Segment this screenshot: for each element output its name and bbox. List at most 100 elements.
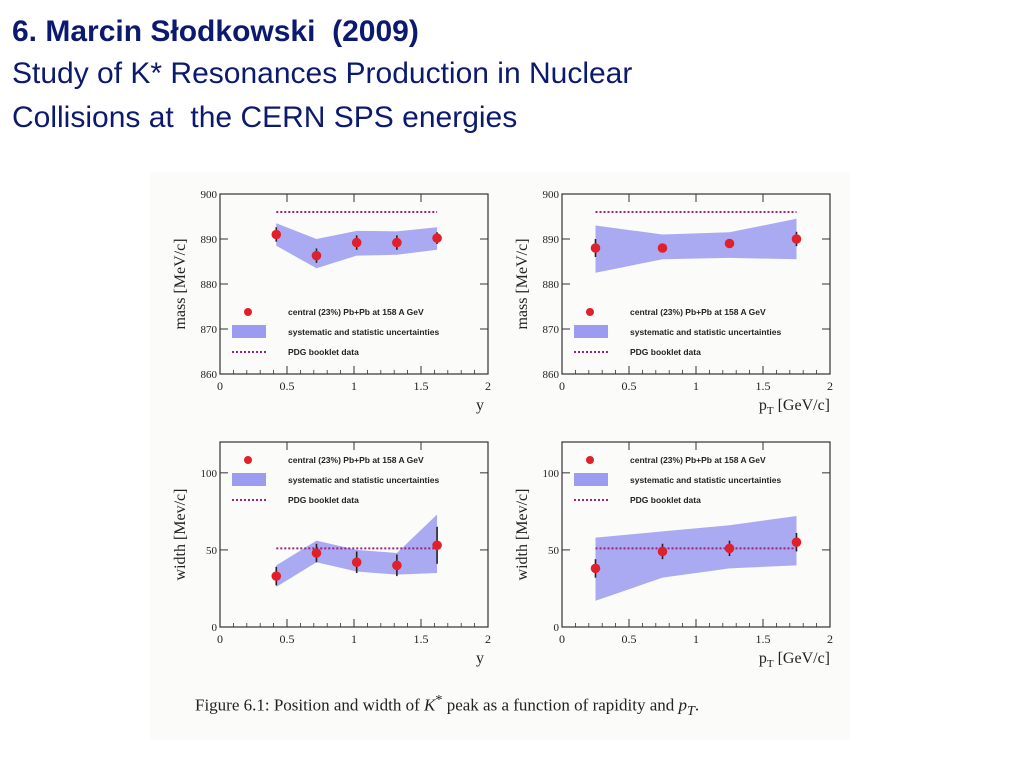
chart-svg: 0 0.5 1 1.5 2 860 870 880 890 900 y mass [MeV/c] cen… — [172, 189, 491, 414]
x-tick-label: 0 — [559, 632, 565, 646]
chart-mass-vs-rapidity: 0 0.5 1 1.5 2 860 870 880 890 900 y mass [MeV/c] cen… — [165, 182, 505, 417]
y-tick-label: 0 — [554, 622, 560, 634]
data-point — [271, 229, 282, 240]
plot-frame — [219, 441, 489, 628]
x-tick-label: 1.5 — [756, 379, 771, 393]
x-tick-label: 1 — [693, 632, 699, 646]
legend-marker-point — [586, 308, 594, 316]
uncertainty-band — [276, 514, 438, 587]
data-point — [432, 540, 442, 551]
x-tick-label: 0.5 — [622, 379, 637, 393]
legend-marker-band — [574, 473, 608, 486]
chart-width-vs-pt: 0 0.5 1 1.5 2 0 50 100 pT [GeV/c] width [Mev/c] ce… — [507, 430, 847, 670]
legend-label: systematic and statistic uncertainties — [288, 327, 439, 337]
x-tick-label: 2 — [827, 379, 833, 393]
x-tick-label: 1 — [351, 632, 357, 646]
y-tick-label: 880 — [201, 279, 218, 291]
legend-label: systematic and statistic uncertainties — [288, 475, 439, 485]
slide-title: 6. Marcin Słodkowski (2009) Study of K* … — [12, 12, 1012, 140]
legend-marker-band — [574, 325, 608, 338]
legend-label: central (23%) Pb+Pb at 158 A GeV — [630, 455, 766, 465]
y-tick-label: 50 — [206, 545, 218, 557]
legend-marker-point — [244, 308, 252, 316]
legend-marker-point — [586, 456, 594, 464]
y-tick-label: 900 — [201, 189, 218, 201]
data-point — [657, 546, 668, 557]
data-point — [432, 233, 442, 243]
y-tick-label: 0 — [212, 622, 218, 634]
x-tick-label: 1.5 — [414, 632, 429, 646]
y-tick-label: 900 — [543, 189, 560, 201]
data-point — [657, 243, 668, 253]
y-axis-label: mass [MeV/c] — [514, 238, 531, 329]
y-tick-label: 50 — [548, 545, 560, 557]
caption-mid: peak as a function of rapidity and — [442, 695, 679, 715]
y-tick-label: 100 — [543, 468, 560, 480]
x-tick-label: 2 — [827, 632, 833, 646]
chart-svg: 0 0.5 1 1.5 2 0 50 100 y width [Mev/c] central (23… — [172, 441, 491, 667]
data-point — [791, 234, 802, 244]
x-axis-label: pT [GeV/c] — [759, 650, 830, 670]
x-tick-label: 1.5 — [756, 632, 771, 646]
x-tick-label: 2 — [485, 632, 491, 646]
data-point — [351, 557, 362, 568]
data-point — [271, 571, 282, 581]
chart-width-vs-rapidity: 0 0.5 1 1.5 2 0 50 100 y width [Mev/c] central (23… — [165, 430, 505, 670]
legend-label: PDG booklet data — [288, 347, 359, 357]
x-tick-label: 2 — [485, 379, 491, 393]
legend-label: PDG booklet data — [630, 347, 701, 357]
y-tick-label: 890 — [201, 234, 218, 246]
x-tick-label: 0.5 — [280, 632, 295, 646]
legend-label: PDG booklet data — [288, 495, 359, 505]
x-tick-label: 0 — [217, 632, 223, 646]
chart-mass-vs-pt: 0 0.5 1 1.5 2 860 870 880 890 900 pT [GeV/c] mass [… — [507, 182, 847, 417]
slide-subtitle-line-2: Collisions at the CERN SPS energies — [12, 101, 518, 134]
x-tick-label: 0.5 — [280, 379, 295, 393]
legend-marker-band — [232, 325, 266, 338]
data-point — [392, 237, 402, 248]
figure-area — [150, 172, 850, 740]
x-tick-label: 1 — [693, 379, 699, 393]
y-axis-label: mass [MeV/c] — [172, 238, 189, 329]
legend-label: central (23%) Pb+Pb at 158 A GeV — [630, 307, 766, 317]
legend-label: systematic and statistic uncertainties — [630, 475, 781, 485]
y-tick-label: 880 — [543, 279, 560, 291]
data-point — [351, 237, 362, 248]
chart-svg: 0 0.5 1 1.5 2 860 870 880 890 900 pT [GeV/c] mass [… — [514, 189, 833, 417]
legend-label: central (23%) Pb+Pb at 158 A GeV — [288, 455, 424, 465]
data-point — [392, 560, 402, 571]
legend-label: systematic and statistic uncertainties — [630, 327, 781, 337]
uncertainty-band — [595, 218, 797, 273]
y-tick-label: 890 — [543, 234, 560, 246]
caption-k: K — [424, 695, 436, 715]
data-point — [791, 537, 802, 548]
x-tick-label: 0.5 — [622, 632, 637, 646]
legend-label: PDG booklet data — [630, 495, 701, 505]
slide-heading: 6. Marcin Słodkowski (2009) — [12, 15, 419, 48]
data-point — [724, 238, 735, 249]
data-point — [724, 543, 735, 554]
x-axis-label: pT [GeV/c] — [759, 397, 830, 417]
caption-prefix: Figure 6.1: Position and width of — [195, 695, 425, 715]
caption-end: . — [694, 695, 700, 715]
x-tick-label: 1.5 — [414, 379, 429, 393]
y-tick-label: 860 — [543, 369, 560, 381]
x-axis-label: y — [476, 650, 484, 667]
legend-marker-point — [244, 456, 252, 464]
x-tick-label: 0 — [217, 379, 223, 393]
y-axis-label: width [Mev/c] — [172, 489, 189, 581]
legend-marker-band — [232, 473, 266, 486]
data-point — [311, 250, 322, 261]
uncertainty-band — [595, 516, 797, 601]
data-point — [590, 243, 601, 253]
y-tick-label: 870 — [543, 324, 560, 336]
caption-star: * — [435, 692, 443, 708]
y-tick-label: 100 — [201, 468, 218, 480]
slide-subtitle-line-1: Study of K* Resonances Production in Nuc… — [12, 57, 633, 90]
x-tick-label: 0 — [559, 379, 565, 393]
data-point — [311, 548, 322, 558]
caption-p: p — [678, 695, 688, 715]
y-tick-label: 860 — [201, 369, 218, 381]
caption-t: T — [687, 703, 695, 720]
legend-label: central (23%) Pb+Pb at 158 A GeV — [288, 307, 424, 317]
